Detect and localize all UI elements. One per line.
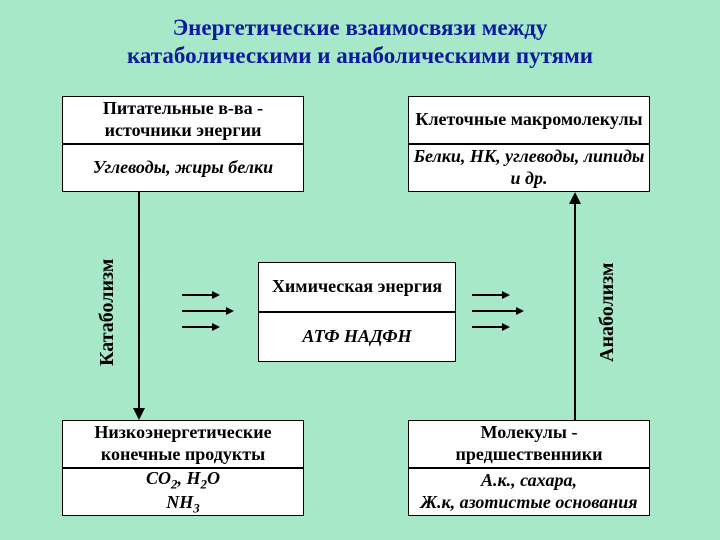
left-bottom-sub-text: СО2, Н2ОNH3 <box>146 468 220 516</box>
anabolism-arrow-up-icon <box>566 192 584 420</box>
left-bottom-header-text: Низкоэнергетические конечные продукты <box>67 422 299 465</box>
center-bottom: АТФ НАДФН <box>258 312 456 362</box>
right-bottom-header: Молекулы - предшественники <box>408 420 650 468</box>
center-bottom-text: АТФ НАДФН <box>302 326 411 348</box>
left-top-header-text: Питательные в-ва - источники энергии <box>67 98 299 141</box>
energy-arrows-right-icon <box>472 290 532 334</box>
right-bottom-sub: А.к., сахара,Ж.к, азотистые основания <box>408 468 650 516</box>
right-bottom-header-text: Молекулы - предшественники <box>413 422 645 465</box>
left-top-sub: Углеводы, жиры белки <box>62 144 304 192</box>
left-top-header: Питательные в-ва - источники энергии <box>62 96 304 144</box>
anabolism-label: Анаболизм <box>596 252 619 372</box>
right-top-header: Клеточные макромолекулы <box>408 96 650 144</box>
center-top-text: Химическая энергия <box>272 276 442 298</box>
left-bottom-header: Низкоэнергетические конечные продукты <box>62 420 304 468</box>
right-top-header-text: Клеточные макромолекулы <box>415 109 642 131</box>
page-title: Энергетические взаимосвязи между катабол… <box>0 14 720 69</box>
catabolism-arrow-down-icon <box>130 192 148 420</box>
title-line-1: Энергетические взаимосвязи между <box>40 14 680 42</box>
left-top-sub-text: Углеводы, жиры белки <box>93 157 273 179</box>
title-line-2: катаболическими и анаболическими путями <box>40 42 680 70</box>
right-top-sub: Белки, НК, углеводы, липиды и др. <box>408 144 650 192</box>
energy-arrows-left-icon <box>182 290 242 334</box>
center-top: Химическая энергия <box>258 262 456 312</box>
right-bottom-sub-text: А.к., сахара,Ж.к, азотистые основания <box>420 470 637 513</box>
catabolism-label: Катаболизм <box>96 252 119 372</box>
left-bottom-sub: СО2, Н2ОNH3 <box>62 468 304 516</box>
right-top-sub-text: Белки, НК, углеводы, липиды и др. <box>413 146 645 189</box>
